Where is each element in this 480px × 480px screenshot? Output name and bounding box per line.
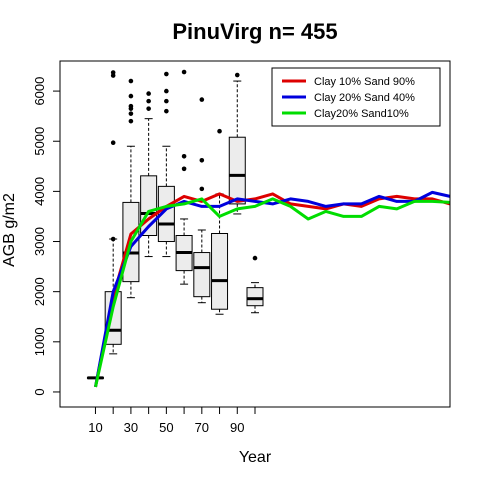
outlier-point: [128, 78, 134, 84]
outlier-point: [128, 111, 134, 116]
y-tick-label-0: 0: [32, 388, 47, 395]
outlier-point: [128, 118, 134, 124]
box-iqr: [246, 287, 264, 307]
box-iqr: [228, 136, 246, 205]
x-tick-label-70: 70: [195, 420, 209, 435]
legend-label-2: Clay 20% Sand 40%: [314, 92, 415, 104]
chart-title: PinuVirg n= 455: [172, 19, 337, 44]
x-tick-label-50: 50: [159, 420, 173, 435]
outlier-point: [164, 98, 169, 104]
outlier-point: [181, 69, 187, 75]
outlier-point: [217, 128, 222, 134]
y-tick-label-1000: 1000: [32, 327, 47, 356]
y-tick-label-6000: 6000: [32, 77, 47, 106]
outlier-point: [110, 236, 116, 242]
series-line-3: [94, 197, 451, 388]
x-tick-label-30: 30: [124, 420, 138, 435]
outlier-point: [199, 186, 205, 192]
x-axis-label: Year: [239, 449, 272, 466]
outlier-point: [164, 71, 169, 77]
outlier-point: [181, 166, 187, 172]
y-tick-label-5000: 5000: [32, 127, 47, 156]
outlier-point: [199, 97, 205, 102]
x-tick-label-10: 10: [88, 420, 102, 435]
legend-box: [271, 67, 441, 127]
series-lines: [94, 190, 451, 388]
boxplot-group: [86, 69, 264, 380]
boxplot-10: [86, 376, 104, 380]
outlier-point: [199, 157, 205, 163]
outlier-point: [146, 91, 151, 96]
plot-frame: [59, 60, 451, 408]
boxplot-100: [246, 255, 264, 314]
y-tick-label-2000: 2000: [32, 277, 47, 306]
outlier-point: [181, 153, 187, 159]
legend-label-1: Clay 10% Sand 90%: [314, 76, 415, 88]
series-line-2: [94, 190, 451, 388]
boxplot-60: [175, 69, 193, 285]
outlier-point: [164, 88, 169, 94]
y-tick-label-4000: 4000: [32, 177, 47, 206]
series-line-1: [94, 192, 451, 388]
box-iqr: [157, 185, 175, 243]
outlier-point: [234, 72, 240, 78]
outlier-point: [128, 93, 134, 99]
boxplot-70: [193, 97, 211, 304]
legend-label-3: Clay20% Sand10%: [314, 108, 409, 120]
y-tick-label-3000: 3000: [32, 227, 47, 256]
boxplot-50: [157, 71, 175, 258]
boxplot-80: [211, 128, 229, 315]
outlier-point: [164, 108, 169, 114]
boxplot-90: [228, 72, 246, 215]
outlier-point: [128, 103, 134, 109]
legend: Clay 10% Sand 90% Clay 20% Sand 40% Clay20…: [271, 67, 441, 127]
y-axis-label: AGB g/m2: [1, 193, 18, 267]
box-iqr: [193, 252, 211, 298]
outlier-point: [252, 255, 258, 261]
outlier-point: [110, 70, 116, 75]
outlier-point: [110, 140, 116, 146]
box-iqr: [211, 232, 229, 310]
outlier-point: [146, 98, 151, 104]
outlier-point: [146, 106, 151, 111]
x-tick-label-90: 90: [230, 420, 244, 435]
